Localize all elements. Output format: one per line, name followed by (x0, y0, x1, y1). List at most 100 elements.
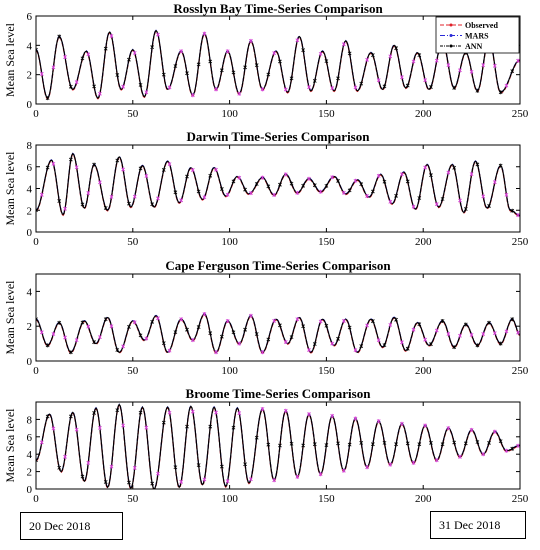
data-point (57, 199, 62, 204)
data-point (45, 96, 50, 101)
data-point (336, 76, 340, 81)
x-tick-label: 100 (221, 493, 238, 505)
data-point (411, 59, 416, 64)
data-point (179, 49, 184, 54)
data-point (504, 329, 509, 334)
data-point (156, 471, 160, 476)
data-point (68, 84, 73, 89)
data-point (330, 175, 335, 180)
chart-title: Darwin Time-Series Comparison (187, 129, 371, 144)
data-point (440, 318, 445, 323)
data-point (214, 167, 218, 172)
data-point (51, 161, 56, 166)
data-point (202, 477, 207, 482)
data-point (39, 71, 44, 76)
data-point (219, 187, 224, 192)
data-point (324, 183, 329, 188)
data-point (150, 481, 155, 486)
series-mars (36, 403, 520, 489)
data-point (510, 208, 515, 213)
data-point (36, 317, 38, 322)
data-point (283, 172, 288, 177)
data-point (498, 341, 503, 346)
data-point (132, 50, 137, 55)
data-point (208, 59, 213, 64)
data-point (266, 184, 271, 189)
data-point (196, 463, 201, 468)
data-point (63, 206, 67, 211)
data-point (103, 317, 108, 322)
series-ann (36, 403, 520, 489)
data-point (295, 38, 300, 43)
data-point (231, 330, 236, 335)
data-point (295, 317, 300, 322)
data-point (434, 458, 439, 463)
data-point (295, 474, 300, 479)
y-tick-label: 0 (27, 484, 33, 496)
data-point (405, 179, 410, 184)
data-point (376, 419, 381, 424)
x-tick-label: 200 (415, 236, 432, 248)
data-point (51, 332, 56, 337)
data-point (98, 91, 102, 96)
y-axis-label: Mean Sea level (3, 151, 17, 226)
data-point (121, 423, 126, 428)
data-point (98, 180, 102, 185)
data-point (92, 340, 96, 345)
y-tick-label: 8 (27, 140, 33, 152)
data-point (208, 173, 213, 178)
data-point (92, 410, 96, 415)
data-point (86, 324, 91, 329)
x-tick-label: 100 (221, 108, 238, 120)
series-observed (36, 153, 520, 217)
data-point (336, 178, 340, 183)
data-point (376, 173, 381, 178)
data-point (429, 85, 433, 90)
data-point (283, 339, 288, 344)
data-point (394, 317, 398, 322)
data-point (458, 198, 462, 203)
x-tick-label: 100 (221, 236, 238, 248)
data-point (260, 406, 265, 411)
x-tick-label: 250 (512, 493, 529, 505)
data-point (312, 442, 317, 447)
data-point (400, 421, 404, 426)
data-point (214, 350, 218, 355)
data-point (179, 198, 184, 203)
data-point (225, 192, 230, 197)
data-point (74, 165, 79, 170)
data-point (80, 56, 85, 61)
data-point (481, 194, 486, 199)
data-point (475, 88, 480, 93)
data-point (115, 347, 120, 352)
data-point (365, 465, 369, 470)
data-point (138, 333, 143, 338)
data-point (341, 190, 346, 195)
data-point (138, 82, 143, 87)
plot-frame (35, 273, 521, 362)
data-point (353, 348, 358, 353)
end-date-box: 31 Dec 2018 (430, 511, 526, 539)
data-point (173, 330, 178, 335)
data-point (214, 410, 218, 415)
x-tick-label: 250 (512, 236, 529, 248)
y-tick-label: 0 (27, 99, 33, 111)
y-tick-label: 2 (27, 467, 33, 479)
data-point (272, 318, 277, 323)
data-point (57, 34, 62, 39)
data-point (312, 78, 317, 83)
data-point (376, 78, 381, 83)
data-point (190, 93, 195, 98)
data-point (365, 194, 369, 199)
y-tick-label: 0 (27, 227, 33, 239)
data-point (132, 465, 137, 470)
data-point (103, 205, 108, 210)
data-point (463, 207, 468, 212)
data-point (190, 409, 195, 414)
data-point (376, 338, 381, 343)
panel-1: Rosslyn Bay Time-Series Comparison Mean S… (3, 1, 529, 120)
data-point (394, 46, 398, 51)
data-point (150, 202, 155, 207)
data-point (225, 479, 230, 484)
